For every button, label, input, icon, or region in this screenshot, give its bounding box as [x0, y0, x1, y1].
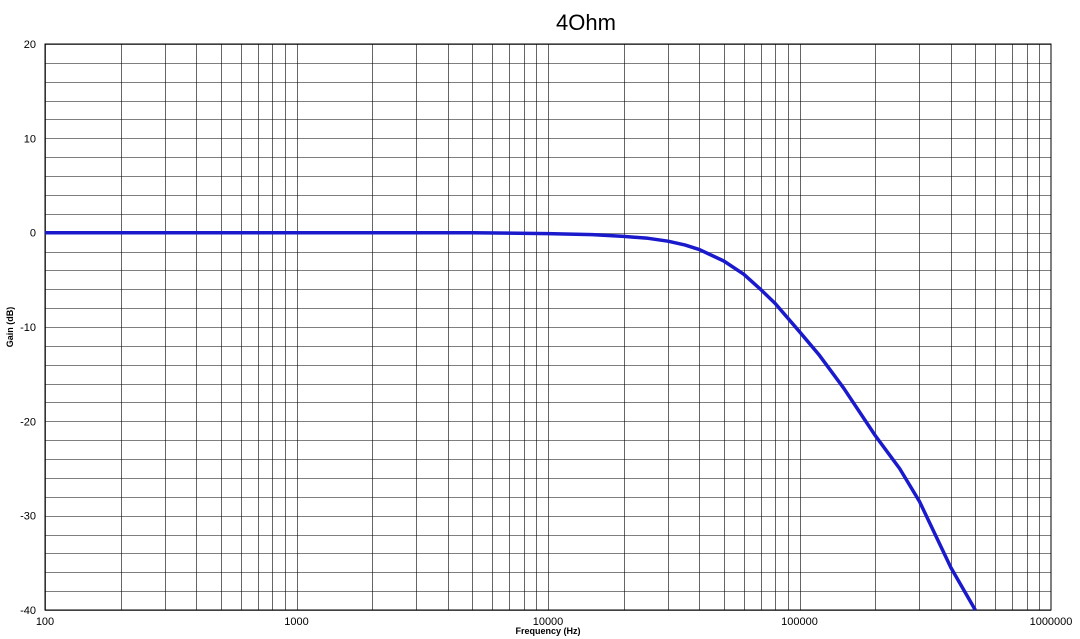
- y-tick-label: 0: [30, 228, 36, 240]
- plot-frame: [44, 43, 1052, 611]
- series-group: [45, 230, 977, 611]
- y-tick-label: -30: [20, 511, 36, 523]
- y-tick-label: 10: [24, 133, 36, 145]
- x-tick-label: 100: [36, 616, 54, 628]
- y-tick-label: 20: [24, 39, 36, 51]
- y-axis-label: Gain (dB): [5, 307, 15, 348]
- x-tick-label: 1000000: [1030, 616, 1073, 628]
- y-tick-label: -10: [20, 322, 36, 334]
- x-tick-label: 10000: [533, 616, 564, 628]
- chart-title: 4Ohm: [556, 10, 616, 35]
- x-axis-ticks: 100 1000 10000 100000 1000000: [36, 616, 1073, 628]
- y-axis-ticks: 20 10 0 -10 -20 -30 -40: [20, 39, 36, 617]
- y-tick-label: -20: [20, 416, 36, 428]
- x-tick-label: 1000: [284, 616, 308, 628]
- gain-curve: [45, 230, 977, 611]
- grid: [45, 44, 1051, 611]
- x-tick-label: 100000: [781, 616, 818, 628]
- x-axis-label: Frequency (Hz): [515, 626, 580, 636]
- y-tick-label: -40: [20, 605, 36, 617]
